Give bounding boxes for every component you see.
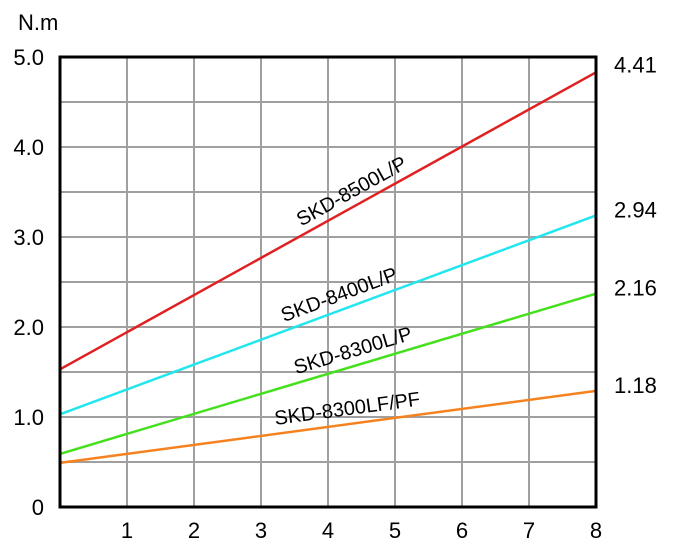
y-tick-label: 3.0 [13,225,44,250]
series-end-value-label: 1.18 [614,373,657,398]
axis-ticks: 1 2 3 4 5 6 7 8 0 1.0 2.0 3.0 4.0 5.0 [13,45,602,543]
series-line-2 [59,292,597,456]
series-end-value-label: 2.16 [614,276,657,301]
y-tick-label: 2.0 [13,315,44,340]
x-tick-label: 4 [322,518,334,543]
y-tick-label: 4.0 [13,135,44,160]
x-tick-label: 8 [590,518,602,543]
x-tick-label: 6 [456,518,468,543]
x-tick-label: 7 [523,518,535,543]
y-axis-label: N.m [18,10,58,35]
grid-lines [60,57,596,507]
series-end-value-label: 2.94 [614,197,657,222]
x-tick-label: 1 [121,518,133,543]
x-tick-label: 3 [255,518,267,543]
series-line-0 [59,71,597,371]
series-lines [59,71,597,465]
series-line-1 [59,214,597,416]
x-tick-label: 2 [188,518,200,543]
x-tick-label: 5 [389,518,401,543]
y-tick-label: 0 [32,495,44,520]
y-tick-label: 1.0 [13,405,44,430]
y-tick-label: 5.0 [13,45,44,70]
series-end-value-label: 4.41 [614,52,657,77]
plot-frame [58,55,598,509]
series-line-3 [59,389,597,465]
series-name-label: SKD-8300L/P [291,323,414,379]
